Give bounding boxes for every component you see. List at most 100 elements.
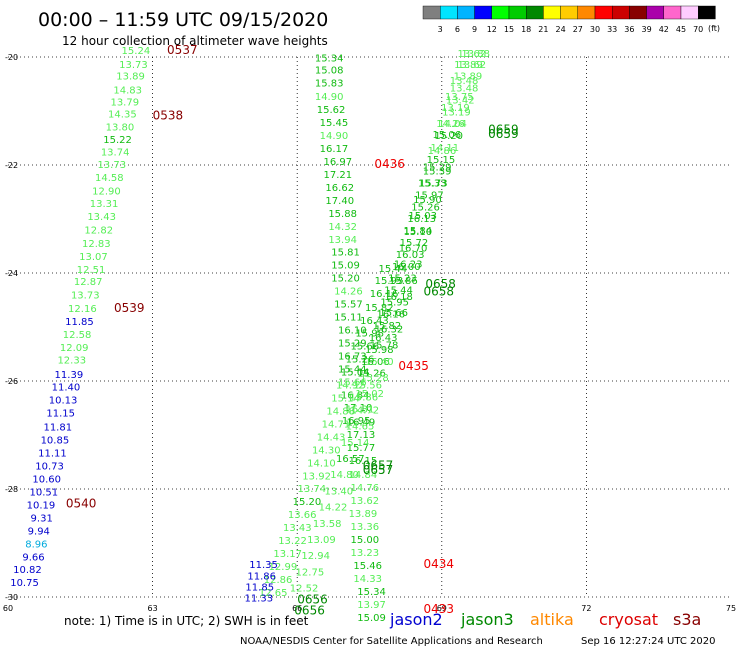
wave-height-value: 17.10 — [344, 403, 373, 414]
wave-height-value: 8.96 — [25, 539, 47, 550]
wave-height-value: 13.75 — [445, 92, 474, 103]
footer-timestamp: Sep 16 12:27:24 UTC 2020 — [581, 636, 715, 647]
pass-time-label: 0538 — [153, 109, 184, 123]
wave-height-value: 10.75 — [10, 578, 39, 589]
wave-height-value: 14.26 — [436, 119, 465, 130]
wave-height-value: 15.66 — [379, 308, 408, 319]
color-scale: 3 6 9 12 15 18 21 24 27 30 33 36 39 42 45 70 — [422, 5, 716, 34]
wave-height-value: 10.19 — [27, 500, 56, 511]
wave-height-value: 10.13 — [49, 396, 78, 407]
wave-height-value: 15.57 — [334, 300, 363, 311]
wave-height-value: 14.92 — [336, 381, 365, 392]
wave-height-value: 14.71 — [322, 419, 351, 430]
wave-height-value: 13.94 — [328, 235, 357, 246]
wave-height-value: 14.65 — [346, 422, 375, 433]
wave-height-value: 16.62 — [325, 183, 354, 194]
wave-height-value: 15.33 — [418, 179, 447, 190]
wave-height-value: 15.08 — [315, 66, 344, 77]
color-scale-label: 15 — [504, 25, 514, 34]
wave-height-value: 15.86 — [389, 276, 418, 287]
legend-jason2: jason2 — [389, 610, 443, 629]
wave-height-value: 15.98 — [365, 345, 394, 356]
pass-labels: 0537 0538 0539 0540 0436 0435 0434 0433 06590659… — [66, 43, 519, 618]
wave-height-value: 12.82 — [84, 226, 113, 237]
wave-height-value: 11.40 — [52, 383, 81, 394]
wave-height-value: 15.84 — [404, 226, 433, 237]
wave-height-value: 17.40 — [325, 196, 354, 207]
wave-height-value: 13.89 — [116, 72, 145, 83]
color-scale-label: 21 — [538, 25, 548, 34]
pass-time-label: 0539 — [114, 301, 145, 315]
color-scale-label: 9 — [472, 25, 477, 34]
wave-height-value: 13.19 — [442, 107, 471, 118]
wave-height-value: 14.30 — [312, 445, 341, 456]
wave-height-value: 15.66 — [350, 342, 379, 353]
wave-height-value: 16.70 — [399, 243, 428, 254]
color-swatch — [560, 5, 578, 20]
wave-height-value: 10.51 — [29, 487, 58, 498]
wave-height-value: 15.82 — [365, 303, 394, 314]
wave-height-value: 15.44 — [378, 264, 407, 275]
wave-height-value: 13.09 — [307, 535, 336, 546]
color-scale-label: 18 — [521, 25, 531, 34]
axis-ticks: 60 63 66 69 72 75 -20 -22 -24 -26 -28 -30 — [3, 53, 736, 613]
wave-height-value: 15.82 — [373, 321, 402, 332]
wave-height-value: 15.04 — [341, 368, 370, 379]
pass-time-label: 0436 — [374, 157, 405, 171]
y-tick-label: -26 — [5, 377, 18, 386]
wave-height-value: 13.42 — [446, 95, 475, 106]
wave-height-value: 15.15 — [427, 155, 456, 166]
wave-height-value: 12.83 — [82, 239, 111, 250]
wave-height-value: 14.33 — [353, 574, 382, 585]
wave-height-value: 9.31 — [31, 513, 53, 524]
wave-height-value: 13.97 — [357, 600, 386, 611]
wave-height-value: 15.31 — [346, 404, 375, 415]
color-scale-label: 70 — [693, 25, 703, 34]
wave-height-value: 13.48 — [450, 84, 479, 95]
wave-height-value: 12.87 — [74, 277, 103, 288]
color-scale-label: 12 — [487, 25, 497, 34]
wave-height-value: 15.14 — [341, 438, 370, 449]
wave-height-value: 15.29 — [338, 338, 367, 349]
pass-time-label: 0540 — [66, 496, 97, 510]
wave-height-value: 15.86 — [350, 392, 379, 403]
pass-time-label: 0656 — [297, 592, 328, 606]
wave-height-value: 13.74 — [297, 484, 326, 495]
y-tick-label: -24 — [5, 269, 18, 278]
wave-height-value: 15.98 — [355, 329, 384, 340]
wave-height-value: 10.82 — [13, 565, 42, 576]
wave-height-value: 16.00 — [392, 262, 421, 273]
wave-height-value: 13.62 — [458, 60, 487, 71]
wave-height-value: 15.77 — [347, 443, 376, 454]
color-swatch — [612, 5, 630, 20]
wave-height-value: 15.03 — [408, 211, 437, 222]
wave-height-value: 15.00 — [350, 535, 379, 546]
wave-height-value: 16.49 — [347, 417, 376, 428]
wave-height-value: 16.17 — [320, 144, 349, 155]
wave-height-value: 15.44 — [384, 286, 413, 297]
color-swatch — [594, 5, 613, 20]
wave-height-value: 16.32 — [375, 324, 404, 335]
wave-height-value: 14.04 — [438, 119, 467, 130]
wave-height-value: 13.36 — [350, 522, 379, 533]
wave-height-value: 15.72 — [400, 238, 429, 249]
color-scale-label: 3 — [438, 25, 443, 34]
wave-height-value: 16.15 — [349, 456, 378, 467]
wave-height-value: 15.22 — [103, 135, 132, 146]
wave-height-value: 15.83 — [315, 79, 344, 90]
wave-height-value: 14.11 — [431, 143, 460, 154]
wave-height-value: 11.86 — [247, 572, 276, 583]
wave-height-value: 15.66 — [338, 377, 367, 388]
wave-height-value: 15.97 — [415, 190, 444, 201]
wave-height-value: 16.23 — [394, 260, 423, 271]
x-tick-label: 60 — [3, 604, 13, 613]
color-scale-unit: (ft) — [708, 24, 720, 33]
legend-jason3: jason3 — [460, 610, 514, 629]
color-swatch — [663, 5, 682, 20]
wave-height-value: 10.60 — [32, 475, 61, 486]
wave-height-value: 16.43 — [369, 333, 398, 344]
pass-time-label: 0433 — [423, 602, 454, 616]
wave-height-value: 13.73 — [71, 290, 100, 301]
wave-height-value: 13.43 — [87, 212, 116, 223]
units-note: note: 1) Time is in UTC; 2) SWH is in fe… — [64, 614, 309, 628]
